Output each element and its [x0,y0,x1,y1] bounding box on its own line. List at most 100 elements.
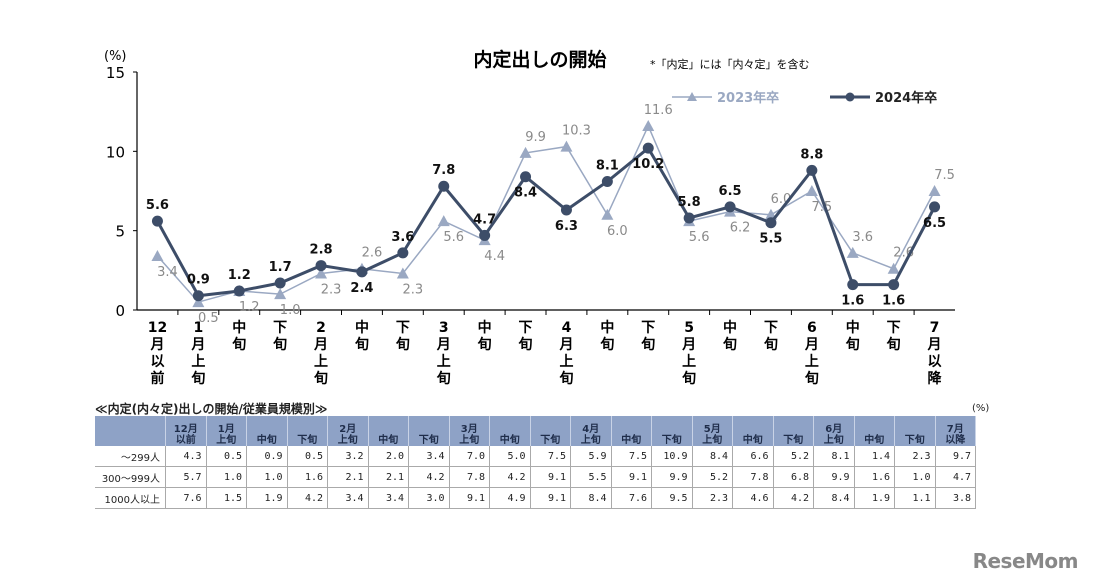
data-point [233,285,245,297]
table-row: 300～999人 5.7 1.0 1.0 1.6 2.1 2.1 4.2 7.8 4.2 9.1 5.… [95,466,976,488]
x-tick-label: 上 [314,354,328,370]
data-point [642,142,654,154]
data-point [396,267,409,279]
header-line: 3月 [460,424,478,435]
row-label: ～299人 [95,446,166,467]
table-cell: 3.4 [368,487,409,509]
table-cell: 1.0 [894,466,936,488]
header-line: 上旬 [216,435,237,446]
table-cell: 5.9 [570,446,612,467]
table-cell: 6.8 [773,466,814,488]
data-point [315,267,328,279]
table-cell: 5.0 [489,446,531,467]
header-line: 中旬 [256,435,277,446]
table-cell: 1.9 [854,487,895,509]
y-tick-label: 15 [106,64,125,82]
x-tick-label: 中 [600,319,614,336]
header-line: 中旬 [742,435,763,446]
table-cell: 1.6 [854,466,895,488]
header-line: 下旬 [297,435,318,446]
header-line: 下旬 [783,435,804,446]
header-line [531,424,571,435]
table-header: 下旬 [287,416,328,446]
data-label: 1.2 [228,268,251,283]
table-cell: 9.7 [935,446,976,467]
data-point [887,262,900,274]
x-tick-label: 中 [355,319,369,336]
table-cell: 4.3 [165,446,207,467]
header-line: 以降 [945,435,966,446]
header-line: 上旬 [702,435,723,446]
y-tick-label: 10 [106,143,125,161]
legend-marker-icon [687,92,697,101]
x-tick-label: 旬 [313,370,328,387]
table-cell: 3.2 [327,446,369,467]
data-point [888,279,900,291]
x-tick-label: 中 [723,319,737,336]
data-point [601,175,613,187]
x-tick-label: 12 [148,320,167,336]
header-line [369,424,409,435]
data-label: 3.6 [391,230,414,245]
x-tick-label: 4 [562,320,572,336]
table-cell: 8.4 [813,487,855,509]
table-cell: 2.3 [692,487,733,509]
table-title: ≪内定(内々定)出しの開始/従業員規模別≫ [95,402,328,416]
line-chart: 051015(%)12月以前1月上旬中旬下旬2月上旬中旬下旬3月上旬中旬下旬4月… [104,48,955,387]
header-line: 中旬 [864,435,885,446]
table-cell: 5.2 [692,466,733,488]
table-header: 中旬 [368,416,409,446]
x-tick-label: 中 [232,319,246,336]
x-tick-label: 下 [396,320,410,336]
x-tick-label: 旬 [190,370,205,387]
legend-marker-icon [845,92,855,102]
data-point [765,217,777,229]
data-point [315,260,327,272]
table-cell: 7.8 [449,466,490,488]
table-cell: 1.0 [206,466,247,488]
x-tick-label: 上 [682,354,696,370]
x-tick-label: 下 [887,320,901,336]
table-cell: 9.1 [611,466,652,488]
table-cell: 1.1 [894,487,936,509]
table-cell: 9.1 [530,487,571,509]
data-label: 8.4 [514,186,537,201]
table-header: 下旬 [530,416,571,446]
data-label: 5.5 [759,232,782,247]
table-header: 下旬 [651,416,693,446]
x-tick-label: 旬 [599,336,614,353]
table-header: 3月 上旬 [449,416,490,446]
data-point [519,146,532,158]
data-label: 2.3 [403,283,424,298]
legend-label: 2024年卒 [875,90,937,106]
header-line [733,424,773,435]
data-label: 4.7 [473,212,496,227]
header-line: 上旬 [823,435,844,446]
table-cell: 1.9 [246,487,288,509]
x-tick-label: 旬 [231,336,246,353]
table-row: ～299人 4.3 0.5 0.9 0.5 3.2 2.0 3.4 7.0 5.0 7.5 5.9 7.… [95,446,976,467]
x-tick-label: 上 [559,354,573,370]
table-cell: 5.7 [165,466,207,488]
x-tick-label: 上 [437,354,451,370]
table-header: 中旬 [854,416,895,446]
x-tick-label: 下 [764,320,778,336]
x-tick-label: 旬 [763,336,778,353]
x-tick-label: 旬 [681,370,696,387]
table-cell: 9.1 [530,466,571,488]
data-label: 6.5 [923,216,946,231]
legend-label: 2023年卒 [717,90,779,106]
data-point [356,266,368,278]
data-point [847,279,859,291]
header-line: 中旬 [621,435,642,446]
data-label: 11.6 [644,103,673,118]
header-line: 以前 [175,435,196,446]
data-label: 2.8 [310,243,333,258]
data-label: 7.5 [934,168,955,183]
data-point [479,229,491,241]
x-tick-label: 旬 [436,370,451,387]
x-tick-label: 月 [927,337,942,353]
series-line-2023年卒 [156,124,936,303]
table-header: 4月 上旬 [570,416,612,446]
table-cell: 3.0 [408,487,450,509]
